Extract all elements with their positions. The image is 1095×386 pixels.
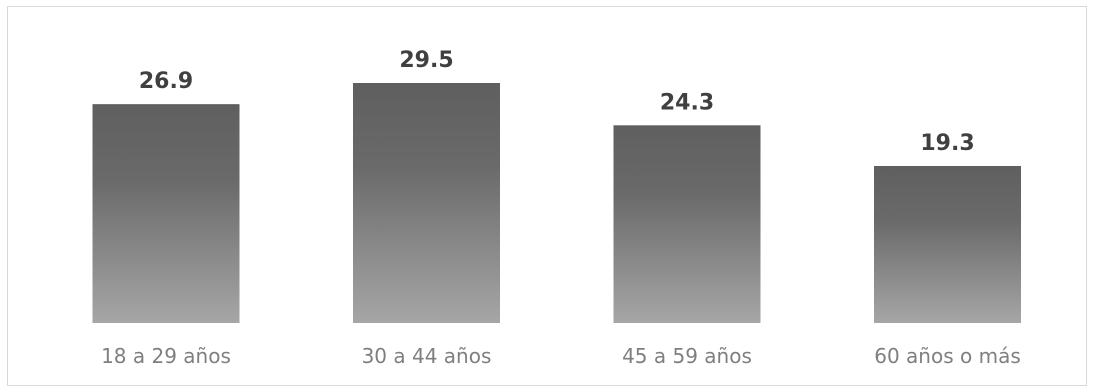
category-label-1: 18 a 29 años [101,344,231,368]
category-label-3: 45 a 59 años [622,344,752,368]
bar-4 [874,165,1021,323]
value-label-1: 26.9 [139,69,193,94]
bars-layer [92,83,1021,323]
bar-2 [353,83,500,323]
category-label-4: 60 años o más [874,344,1021,368]
category-label-2: 30 a 44 años [362,344,492,368]
value-label-4: 19.3 [920,131,974,156]
value-labels-layer: 26.9 29.5 24.3 19.3 [139,48,975,156]
category-labels-layer: 18 a 29 años 30 a 44 años 45 a 59 años 60 a… [101,344,1021,368]
bar-3 [613,125,761,323]
value-label-3: 24.3 [660,90,714,115]
value-label-2: 29.5 [399,48,453,73]
bar-1 [92,104,240,323]
